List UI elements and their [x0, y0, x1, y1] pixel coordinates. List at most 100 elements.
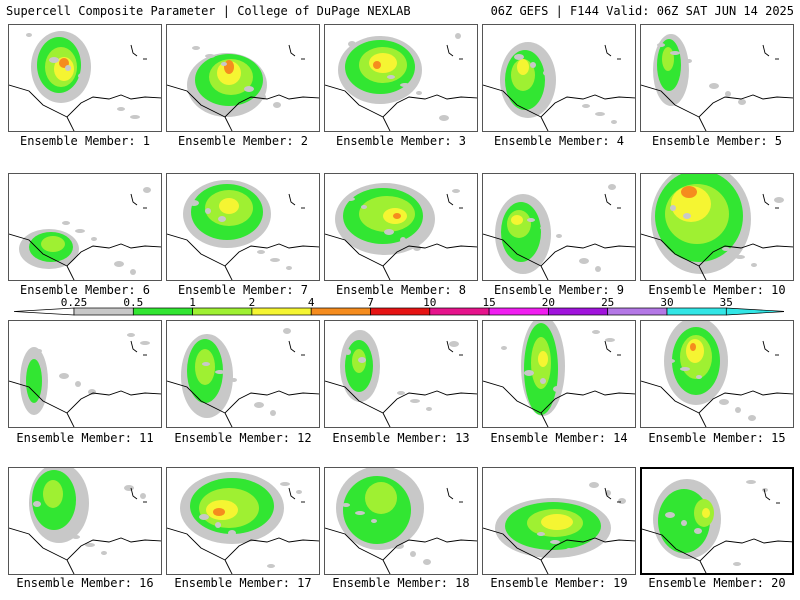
scp-contour [296, 490, 302, 494]
scp-contour [75, 229, 85, 233]
scp-contour [195, 349, 215, 385]
scp-contour [267, 564, 275, 568]
colorbar-tick-label: 10 [423, 298, 436, 309]
ensemble-member-panel[interactable] [324, 320, 478, 428]
coastline [483, 233, 635, 267]
coastline [762, 193, 770, 206]
scp-contour [215, 522, 221, 528]
scp-contour [683, 213, 691, 219]
coastline [762, 340, 770, 353]
coastline [483, 84, 635, 118]
colorbar-tick-label: 25 [601, 298, 614, 309]
scp-map [9, 468, 161, 574]
coastline [604, 193, 612, 206]
scp-contour [33, 501, 41, 507]
coastline [446, 487, 454, 500]
colorbar-tick-label: 0.5 [123, 298, 143, 309]
coastline [540, 412, 549, 427]
coastline [762, 44, 770, 57]
scp-contour [681, 520, 687, 526]
scp-contour [231, 378, 237, 382]
coastline [66, 116, 75, 131]
coastline [288, 193, 296, 206]
scp-contour [140, 493, 146, 499]
scp-contour [215, 370, 225, 374]
ensemble-member-label: Ensemble Member: 19 [490, 576, 628, 590]
scp-contour [413, 245, 421, 251]
ensemble-member-label: Ensemble Member: 12 [174, 431, 312, 445]
coastline [224, 116, 233, 131]
scp-contour [72, 535, 80, 539]
scp-contour [26, 359, 42, 403]
ensemble-member-panel[interactable] [8, 24, 162, 132]
ensemble-member-panel[interactable] [324, 467, 478, 575]
coastline [604, 44, 612, 57]
ensemble-member-panel[interactable] [482, 173, 636, 281]
scp-contour [127, 333, 135, 337]
scp-contour [355, 511, 365, 515]
coastline [9, 84, 161, 118]
scp-contour [384, 229, 394, 235]
coastline [641, 84, 793, 118]
scp-map [483, 42, 635, 131]
ensemble-member-label: Ensemble Member: 10 [648, 283, 786, 297]
coastline [483, 380, 635, 414]
ensemble-member-panel[interactable] [166, 173, 320, 281]
scp-contour [257, 250, 265, 254]
ensemble-member-panel[interactable] [8, 320, 162, 428]
scp-contour [582, 104, 590, 108]
coastline [325, 527, 477, 561]
coastline [130, 44, 138, 57]
colorbar-segment [251, 307, 312, 316]
ensemble-member-panel[interactable] [482, 320, 636, 428]
scp-contour [553, 386, 561, 392]
ensemble-member-panel[interactable] [640, 467, 794, 575]
ensemble-member-panel[interactable] [324, 173, 478, 281]
scp-map [325, 33, 477, 131]
scp-contour [189, 200, 199, 206]
scp-contour [358, 357, 366, 363]
scp-contour [439, 115, 449, 121]
ensemble-member-panel[interactable] [8, 467, 162, 575]
scp-contour [85, 543, 95, 547]
scp-contour [667, 359, 675, 363]
ensemble-member-panel[interactable] [640, 173, 794, 281]
ensemble-member-label: Ensemble Member: 2 [177, 134, 309, 148]
scp-map [9, 187, 161, 280]
scp-contour [605, 338, 615, 342]
ensemble-member-label: Ensemble Member: 15 [648, 431, 786, 445]
scp-contour [589, 482, 599, 488]
scp-contour [657, 43, 665, 47]
scp-contour [662, 47, 674, 71]
ensemble-member-panel[interactable] [166, 467, 320, 575]
scp-contour [537, 532, 545, 536]
scp-map [325, 183, 477, 280]
ensemble-member-panel[interactable] [482, 24, 636, 132]
scp-contour [670, 205, 676, 211]
scp-contour [41, 236, 65, 252]
ensemble-member-panel[interactable] [640, 24, 794, 132]
scp-contour [140, 341, 150, 345]
colorbar-tick-label: 15 [482, 298, 495, 309]
scp-map [325, 330, 477, 427]
ensemble-member-panel[interactable] [8, 173, 162, 281]
coastline [167, 380, 319, 414]
scp-contour [449, 341, 459, 347]
coastline [325, 233, 477, 267]
scp-contour [270, 258, 280, 262]
ensemble-member-panel[interactable] [482, 467, 636, 575]
ensemble-member-panel[interactable] [166, 24, 320, 132]
scp-map [325, 468, 477, 574]
ensemble-member-panel[interactable] [166, 320, 320, 428]
ensemble-member-panel[interactable] [640, 320, 794, 428]
ensemble-member-panel[interactable] [324, 24, 478, 132]
coastline [9, 380, 161, 414]
scp-contour [670, 51, 680, 55]
coastline [288, 44, 296, 57]
coastline [224, 265, 233, 280]
coastline [446, 340, 454, 353]
coastline [642, 528, 792, 562]
scp-contour [59, 373, 69, 379]
scp-map [167, 328, 319, 427]
scp-contour [62, 221, 70, 225]
